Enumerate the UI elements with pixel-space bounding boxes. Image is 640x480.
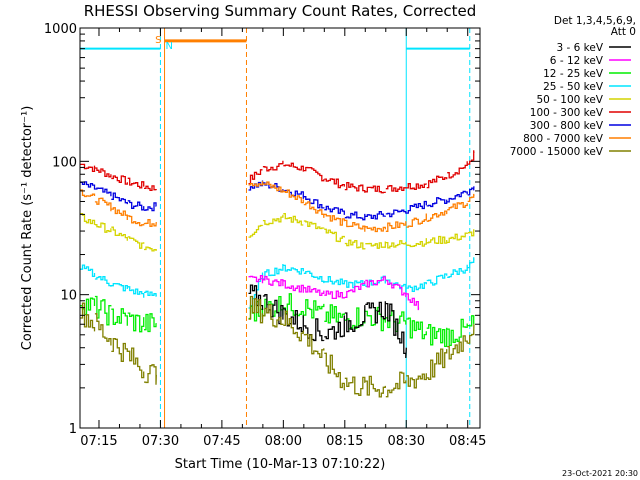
legend-label-1: 6 - 12 keV: [550, 55, 604, 67]
legend-header-0: Det 1,3,4,5,6,9,: [554, 15, 636, 27]
x-tick-label-0: 07:15: [80, 434, 117, 449]
plot-frame: [79, 27, 481, 429]
y-tick-label-2: 100: [52, 155, 77, 170]
legend-label-3: 25 - 50 keV: [543, 81, 604, 93]
series-line-8: [80, 295, 475, 398]
x-tick-label-3: 08:00: [265, 434, 302, 449]
legend-label-5: 100 - 300 keV: [530, 107, 604, 119]
date-stamp: 23-Oct-2021 20:30: [562, 469, 638, 478]
x-axis-label: Start Time (10-Mar-13 07:10:22): [175, 457, 386, 472]
legend-label-4: 50 - 100 keV: [536, 94, 603, 106]
series-line-2: [80, 181, 475, 233]
x-tick-label-2: 07:45: [203, 434, 240, 449]
night-marker-label: N: [166, 41, 173, 52]
x-tick-label-4: 08:15: [326, 434, 363, 449]
series-line-0: [80, 150, 475, 194]
x-tick-label-6: 08:45: [449, 434, 486, 449]
series-line-7: [248, 284, 407, 359]
tick-layer: 07:15 07:30 07:45 08:00 08:15 08:30 08:45 1 10 10…: [44, 22, 487, 449]
series-line-3: [80, 212, 475, 252]
legend-label-8: 7000 - 15000 keV: [510, 146, 604, 158]
series-line-5: [248, 274, 420, 311]
y-tick-label-3: 1000: [44, 22, 77, 37]
y-axis-label: Corrected Count Rate (s⁻¹ detector⁻¹): [20, 106, 35, 351]
legend-label-2: 12 - 25 keV: [543, 68, 604, 80]
flag-layer: SN: [80, 28, 471, 428]
x-tick-label-1: 07:30: [142, 434, 179, 449]
legend-label-0: 3 - 6 keV: [556, 42, 603, 54]
legend-header-1: Att 0: [611, 26, 636, 38]
x-tick-label-5: 08:30: [388, 434, 425, 449]
legend-label-7: 800 - 7000 keV: [523, 133, 604, 145]
saa-marker-label: S: [155, 35, 161, 46]
series-layer: [80, 150, 475, 398]
legend-label-6: 300 - 800 keV: [530, 120, 604, 132]
y-tick-label-0: 1: [69, 422, 77, 437]
chart-title: RHESSI Observing Summary Count Rates, Co…: [84, 2, 477, 20]
y-tick-label-1: 10: [60, 289, 77, 304]
